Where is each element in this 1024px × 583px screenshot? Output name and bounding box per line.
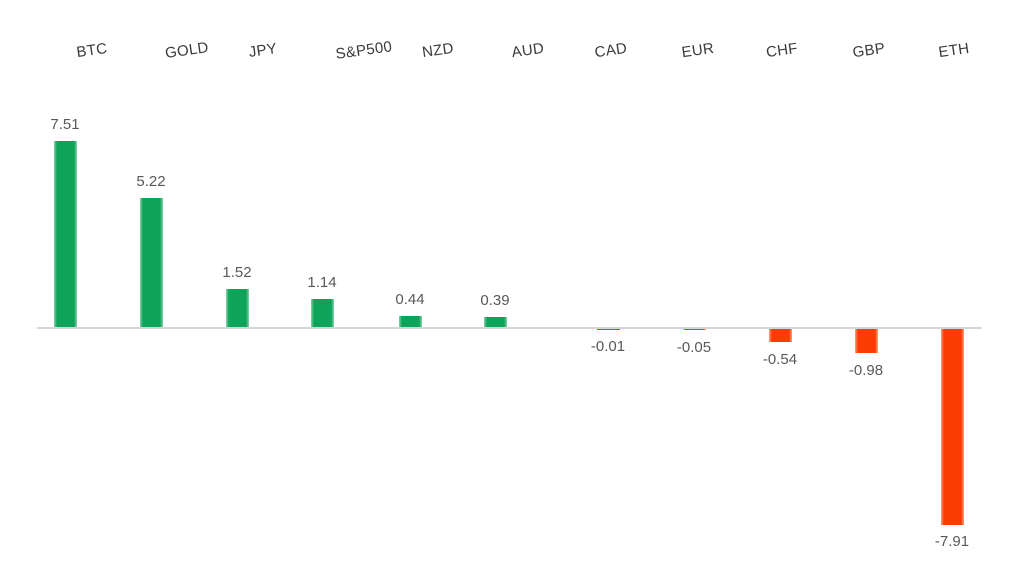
category-label-BTC: BTC bbox=[75, 39, 109, 62]
value-label-CHF: -0.54 bbox=[762, 350, 798, 368]
category-label-JPY: JPY bbox=[247, 40, 279, 61]
x-axis-line bbox=[37, 327, 982, 329]
bar-GOLD bbox=[139, 197, 163, 328]
category-label-NZD: NZD bbox=[421, 39, 455, 62]
bar-CHF bbox=[768, 329, 792, 343]
bar-EUR bbox=[682, 329, 706, 331]
bar-BTC bbox=[53, 141, 77, 327]
bar-ETH bbox=[940, 329, 964, 525]
bar-S&P500 bbox=[310, 298, 334, 328]
value-label-S&P500: 1.14 bbox=[307, 273, 337, 291]
category-label-CAD: CAD bbox=[593, 39, 629, 62]
value-label-ETH: -7.91 bbox=[934, 533, 970, 551]
bar-JPY bbox=[225, 289, 249, 327]
category-label-AUD: AUD bbox=[510, 39, 546, 62]
value-label-GOLD: 5.22 bbox=[136, 172, 166, 190]
category-label-CHF: CHF bbox=[765, 39, 799, 62]
bar-NZD bbox=[398, 316, 422, 327]
category-label-GOLD: GOLD bbox=[164, 39, 210, 62]
value-label-CAD: -0.01 bbox=[590, 337, 626, 355]
value-label-NZD: 0.44 bbox=[395, 291, 425, 309]
value-label-GBP: -0.98 bbox=[848, 361, 884, 379]
value-label-BTC: 7.51 bbox=[50, 116, 80, 134]
value-label-JPY: 1.52 bbox=[222, 264, 252, 282]
value-label-AUD: 0.39 bbox=[480, 292, 510, 310]
category-label-S&P500: S&P500 bbox=[334, 38, 394, 63]
bar-AUD bbox=[483, 317, 507, 327]
category-label-ETH: ETH bbox=[937, 39, 971, 62]
category-label-EUR: EUR bbox=[680, 39, 716, 62]
value-label-EUR: -0.05 bbox=[676, 338, 712, 356]
bar-GBP bbox=[854, 329, 878, 354]
category-label-GBP: GBP bbox=[851, 39, 887, 62]
